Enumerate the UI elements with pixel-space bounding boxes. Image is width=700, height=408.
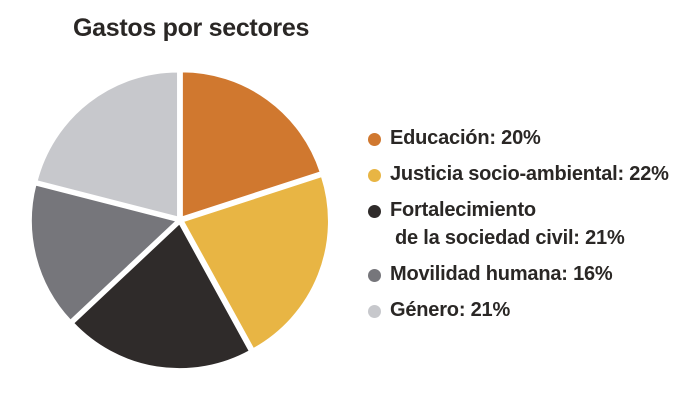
pie-slice-genero	[35, 70, 180, 219]
pie-slice-educacion	[180, 70, 322, 219]
pie-slice-movilidad-humana	[29, 183, 178, 322]
legend-dot-educacion	[368, 133, 381, 146]
legend-label-movilidad: Movilidad humana: 16%	[390, 263, 613, 285]
legend-dot-fortalecimiento	[368, 205, 381, 218]
legend-item-movilidad: Movilidad humana: 16%	[368, 260, 669, 288]
legend-item-genero: Género: 21%	[368, 296, 669, 324]
legend-item-educacion: Educación: 20%	[368, 124, 669, 152]
legend-label-genero: Género: 21%	[390, 299, 511, 321]
pie-slice-justicia-socio-ambiental	[181, 175, 330, 351]
legend: Educación: 20% Justicia socio-ambiental:…	[368, 124, 669, 332]
pie-slice-fortalecimiento-de-la-sociedad-civil	[72, 222, 251, 371]
legend-dot-movilidad	[368, 269, 381, 282]
legend-item-fortalecimiento: Fortalecimiento de la sociedad civil: 21…	[368, 196, 669, 252]
chart-title: Gastos por sectores	[73, 14, 310, 42]
legend-label-justicia: Justicia socio-ambiental: 22%	[390, 163, 669, 185]
legend-label-fortalecimiento-line1: Fortalecimiento	[390, 199, 536, 221]
legend-label-fortalecimiento-line2: de la sociedad civil: 21%	[395, 227, 625, 249]
legend-label-educacion: Educación: 20%	[390, 127, 541, 149]
legend-item-justicia: Justicia socio-ambiental: 22%	[368, 160, 669, 188]
legend-dot-justicia	[368, 169, 381, 182]
legend-dot-genero	[368, 305, 381, 318]
